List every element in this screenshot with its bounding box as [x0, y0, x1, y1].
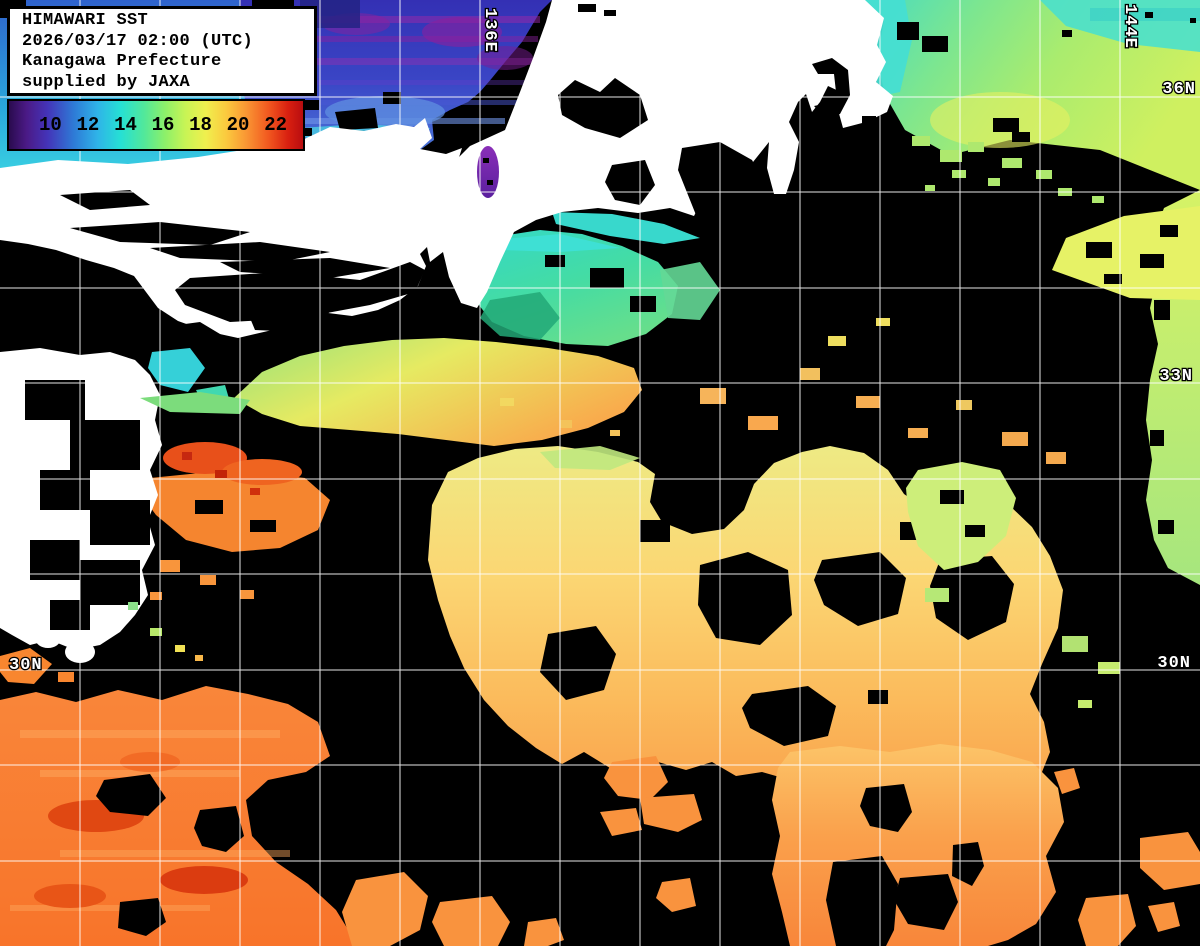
header-info-box: HIMAWARI SST 2026/03/17 02:00 (UTC) Kana…	[7, 6, 317, 96]
map-datetime: 2026/03/17 02:00 (UTC)	[22, 31, 254, 51]
island	[35, 628, 61, 648]
clouds-over-land	[25, 4, 876, 630]
map-region: Kanagawa Prefecture	[22, 52, 222, 71]
colorbar-tick: 20	[226, 114, 250, 136]
lat-label-30n-left: 30N	[9, 656, 43, 675]
colorbar-tick: 16	[151, 114, 175, 136]
lat-label-36n: 36N	[1162, 80, 1196, 99]
colorbar-tick: 14	[114, 114, 137, 136]
lake-biwa	[477, 146, 499, 198]
colorbar-tick: 12	[76, 114, 100, 136]
map-title: HIMAWARI SST	[22, 11, 149, 30]
temperature-colorbar: 10 12 14 16 18 20 22	[7, 99, 305, 151]
lat-label-30n-right: 30N	[1157, 654, 1191, 673]
colorbar-tick: 18	[189, 114, 212, 136]
lon-label-144e: 144E	[1120, 4, 1139, 49]
ocean-region-northeast-green	[852, 0, 1200, 585]
land-central-east-honshu	[427, 0, 893, 308]
ocean-region-kuroshio-band	[142, 318, 1066, 600]
ocean-region-bottom-warm	[0, 534, 1200, 946]
map-credit: supplied by JAXA	[22, 72, 191, 92]
scattered-warm-patches	[500, 318, 1066, 464]
lat-label-33n: 33N	[1159, 367, 1193, 386]
colorbar-tick: 22	[264, 114, 287, 136]
colorbar-tick: 10	[39, 114, 62, 136]
strait-water-patches	[128, 348, 250, 661]
ocean-region-central-warm	[428, 446, 1120, 806]
grid-labels: 136E 144E 36N 33N 30N 30N	[8, 3, 1197, 677]
lon-label-136e: 136E	[480, 8, 499, 53]
